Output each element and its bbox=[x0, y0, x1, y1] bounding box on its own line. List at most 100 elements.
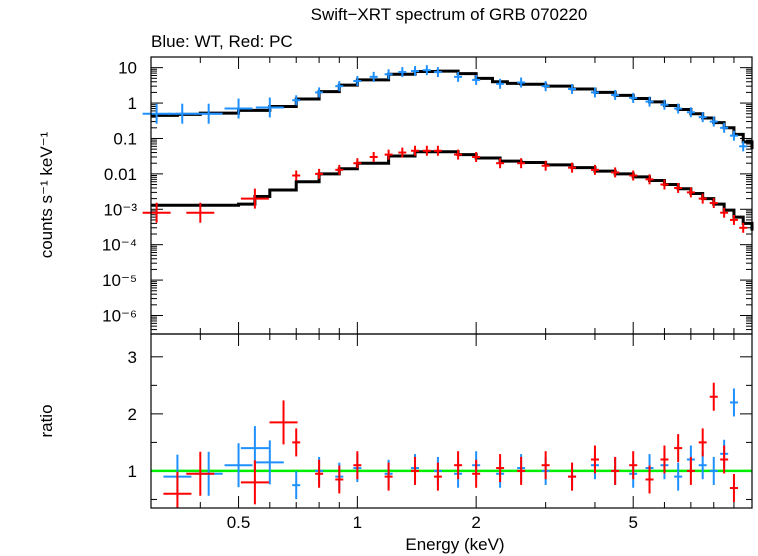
y-tick-label: 10⁻³ bbox=[103, 200, 137, 219]
data-point bbox=[739, 222, 748, 233]
ratio-point bbox=[674, 434, 683, 463]
data-point bbox=[698, 193, 707, 204]
x-axis-label: Energy (keV) bbox=[405, 535, 504, 554]
chart-subtitle: Blue: WT, Red: PC bbox=[151, 32, 293, 51]
y-tick-label: 10⁻⁴ bbox=[102, 236, 137, 255]
ratio-point bbox=[686, 456, 695, 485]
y-tick-label: 10 bbox=[118, 59, 137, 78]
data-point bbox=[739, 141, 748, 152]
data-point bbox=[168, 103, 197, 124]
data-point bbox=[240, 188, 269, 209]
data-point bbox=[194, 103, 223, 124]
data-point bbox=[472, 151, 481, 162]
data-point bbox=[255, 97, 284, 118]
data-point bbox=[517, 158, 526, 169]
data-point bbox=[590, 87, 599, 98]
x-tick-label: 2 bbox=[471, 513, 480, 532]
ratio-point bbox=[315, 459, 324, 488]
data-point bbox=[422, 65, 431, 76]
data-point bbox=[629, 92, 638, 103]
data-point bbox=[454, 71, 463, 82]
data-point bbox=[541, 81, 550, 92]
data-point bbox=[698, 112, 707, 123]
data-point bbox=[629, 170, 638, 181]
data-point bbox=[729, 214, 738, 225]
data-point bbox=[454, 149, 463, 160]
data-point bbox=[422, 145, 431, 156]
ratio-point bbox=[590, 445, 599, 474]
data-point bbox=[315, 168, 324, 179]
y-tick-label: 2 bbox=[128, 405, 137, 424]
ratio-point bbox=[709, 382, 718, 411]
ratio-point bbox=[541, 451, 550, 480]
data-point bbox=[611, 89, 620, 100]
ratio-point bbox=[709, 456, 718, 485]
ratio-point bbox=[660, 445, 669, 474]
ratio-point bbox=[411, 456, 420, 485]
ratio-point bbox=[629, 451, 638, 480]
ratio-point bbox=[645, 465, 654, 494]
data-point bbox=[568, 83, 577, 94]
ratio-point bbox=[335, 465, 344, 494]
ratio-point bbox=[163, 471, 192, 508]
ratio-y-tick-labels: 1 2 3 bbox=[128, 348, 137, 481]
data-point bbox=[224, 98, 253, 119]
data-point bbox=[686, 187, 695, 198]
ratio-point bbox=[729, 388, 738, 417]
y-tick-label: 1 bbox=[128, 94, 137, 113]
data-point bbox=[590, 164, 599, 175]
data-point bbox=[369, 71, 378, 82]
data-point bbox=[720, 122, 729, 133]
ratio-point bbox=[729, 474, 738, 503]
ratio-point bbox=[433, 462, 442, 491]
ratio-point bbox=[496, 454, 505, 483]
ratio-point bbox=[255, 440, 284, 485]
ratio-point bbox=[517, 456, 526, 485]
data-point bbox=[541, 160, 550, 171]
y-tick-label: 10⁻⁵ bbox=[102, 271, 137, 290]
data-point bbox=[335, 164, 344, 175]
data-point bbox=[645, 174, 654, 185]
data-point bbox=[384, 69, 393, 80]
ratio-point bbox=[698, 428, 707, 457]
data-point bbox=[568, 162, 577, 173]
data-point bbox=[411, 66, 420, 77]
x-tick-labels: 0.5 1 2 5 bbox=[227, 513, 638, 532]
data-point bbox=[384, 149, 393, 160]
data-point bbox=[729, 130, 738, 141]
data-point bbox=[369, 151, 378, 162]
ratio-point bbox=[353, 451, 362, 480]
data-point bbox=[335, 81, 344, 92]
data-point bbox=[472, 74, 481, 85]
x-tick-label: 0.5 bbox=[227, 513, 251, 532]
ratio-point bbox=[611, 456, 620, 485]
data-point bbox=[611, 167, 620, 178]
ratio-point bbox=[720, 445, 729, 474]
data-point bbox=[674, 103, 683, 114]
data-point bbox=[353, 158, 362, 169]
spectrum-ticks bbox=[150, 56, 753, 335]
ratio-data-points bbox=[163, 382, 738, 508]
ratio-point bbox=[568, 462, 577, 491]
data-point bbox=[433, 67, 442, 78]
x-tick-label: 5 bbox=[628, 513, 637, 532]
ratio-point bbox=[292, 471, 301, 500]
y-tick-label: 10⁻⁶ bbox=[102, 306, 137, 325]
y-axis-label-ratio: ratio bbox=[37, 404, 56, 437]
spectrum-data-points bbox=[142, 65, 748, 233]
data-point bbox=[496, 78, 505, 89]
ratio-point bbox=[384, 462, 393, 491]
ratio-point bbox=[240, 460, 269, 505]
x-tick-label: 1 bbox=[353, 513, 362, 532]
ratio-point bbox=[269, 400, 298, 445]
ratio-panel: 1 2 3 bbox=[128, 333, 753, 509]
y-tick-label: 1 bbox=[128, 462, 137, 481]
data-point bbox=[686, 107, 695, 118]
data-point bbox=[398, 67, 407, 78]
ratio-point bbox=[186, 451, 215, 496]
data-point bbox=[709, 116, 718, 127]
ratio-point bbox=[454, 451, 463, 480]
chart-title: Swift−XRT spectrum of GRB 070220 bbox=[311, 5, 588, 24]
